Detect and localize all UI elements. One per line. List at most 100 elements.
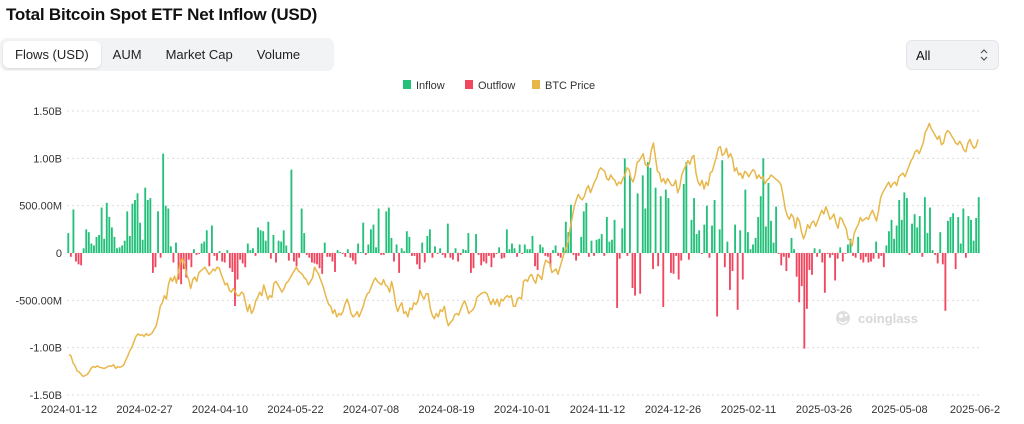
- outflow-bar: [195, 253, 198, 255]
- inflow-bar: [85, 229, 88, 253]
- inflow-bar: [149, 198, 152, 253]
- outflow-bar: [631, 253, 634, 289]
- inflow-bar: [564, 221, 567, 253]
- inflow-bar: [508, 249, 511, 253]
- outflow-bar: [223, 253, 226, 263]
- inflow-bar: [369, 229, 372, 253]
- outflow-bar: [670, 253, 672, 273]
- inflow-bar: [649, 167, 652, 253]
- outflow-bar: [490, 253, 493, 268]
- inflow-bar: [400, 248, 403, 253]
- inflow-bar: [126, 211, 129, 253]
- outflow-bar: [349, 253, 352, 258]
- chevron-up-down-icon: [980, 49, 988, 61]
- inflow-bar: [116, 248, 118, 253]
- outflow-bar: [777, 253, 780, 254]
- outflow-bar: [616, 253, 619, 308]
- x-tick-label: 2024-11-12: [570, 404, 625, 416]
- outflow-bar: [269, 253, 272, 259]
- tab-market-cap[interactable]: Market Cap: [165, 47, 233, 62]
- outflow-bar: [936, 253, 939, 264]
- range-select[interactable]: All: [906, 40, 999, 70]
- inflow-bar: [646, 162, 649, 253]
- inflow-bar: [541, 247, 544, 253]
- inflow-bar: [744, 189, 747, 253]
- outflow-bar: [941, 253, 944, 265]
- inflow-bar: [226, 250, 229, 253]
- x-tick-label: 2024-07-08: [343, 404, 399, 416]
- inflow-bar: [339, 252, 342, 253]
- outflow-bar: [639, 253, 642, 294]
- outflow-bar: [77, 253, 80, 265]
- outflow-bar: [457, 253, 460, 262]
- metric-tab-bar: Flows (USD) AUM Market Cap Volume: [0, 38, 334, 71]
- outflow-bar: [472, 253, 475, 269]
- outflow-bar: [862, 253, 865, 263]
- outflow-bar: [836, 253, 839, 259]
- inflow-bar: [913, 214, 916, 253]
- outflow-bar: [829, 253, 831, 258]
- outflow-bar: [75, 253, 77, 262]
- inflow-bar: [336, 250, 339, 253]
- inflow-bar: [144, 187, 147, 253]
- inflow-bar: [290, 169, 293, 253]
- inflow-bar: [554, 245, 557, 253]
- inflow-bar: [377, 208, 380, 253]
- tab-volume[interactable]: Volume: [256, 47, 301, 62]
- inflow-bar: [947, 220, 949, 253]
- outflow-bar: [798, 253, 801, 303]
- inflow-bar: [893, 238, 896, 253]
- inflow-bar: [580, 236, 583, 253]
- inflow-bar: [403, 251, 406, 253]
- inflow-bar: [193, 249, 195, 253]
- outflow-bar: [241, 253, 244, 264]
- inflow-bar: [395, 244, 398, 253]
- outflow-bar: [411, 253, 413, 256]
- inflow-bar: [682, 183, 685, 253]
- inflow-bar: [434, 246, 436, 253]
- inflow-bar: [203, 241, 206, 253]
- inflow-bar: [262, 231, 265, 253]
- outflow-bar: [244, 253, 247, 268]
- outflow-bar: [557, 253, 560, 256]
- inflow-bar: [375, 247, 377, 253]
- outflow-bar: [228, 253, 231, 269]
- inflow-bar: [95, 236, 98, 253]
- outflow-bar: [177, 253, 180, 280]
- inflow-bar: [123, 240, 126, 253]
- inflow-bar: [664, 189, 667, 253]
- inflow-bar: [875, 241, 878, 253]
- outflow-bar: [795, 253, 798, 277]
- outflow-bar: [477, 253, 480, 255]
- outflow-bar: [318, 253, 321, 269]
- outflow-bar: [316, 253, 318, 265]
- inflow-bar: [362, 222, 365, 253]
- range-select-value: All: [916, 48, 931, 63]
- btc-price-line: [68, 122, 979, 378]
- tab-aum[interactable]: AUM: [112, 47, 142, 62]
- inflow-bar: [590, 240, 593, 253]
- inflow-bar: [421, 242, 424, 253]
- outflow-bar: [788, 253, 790, 258]
- inflow-bar: [205, 230, 208, 253]
- inflow-bar: [698, 230, 701, 253]
- inflow-bar: [713, 199, 716, 253]
- inflow-bar: [359, 252, 362, 253]
- inflow-bar: [790, 237, 793, 253]
- inflow-bar: [100, 207, 103, 253]
- inflow-bar: [285, 245, 288, 253]
- inflow-bar: [218, 251, 221, 253]
- outflow-bar: [880, 253, 883, 256]
- outflow-bar: [800, 253, 803, 287]
- outflow-bar: [680, 253, 683, 261]
- outflow-bar: [844, 253, 847, 254]
- inflow-bar: [949, 217, 952, 253]
- outflow-bar: [854, 253, 857, 258]
- legend-label: BTC Price: [545, 80, 595, 92]
- outflow-bar: [675, 253, 678, 256]
- tab-flows[interactable]: Flows (USD): [3, 41, 101, 68]
- x-tick-label: 2024-04-10: [192, 404, 248, 416]
- outflow-bar: [964, 253, 967, 258]
- inflow-bar: [952, 213, 954, 253]
- inflow-bar: [905, 198, 908, 253]
